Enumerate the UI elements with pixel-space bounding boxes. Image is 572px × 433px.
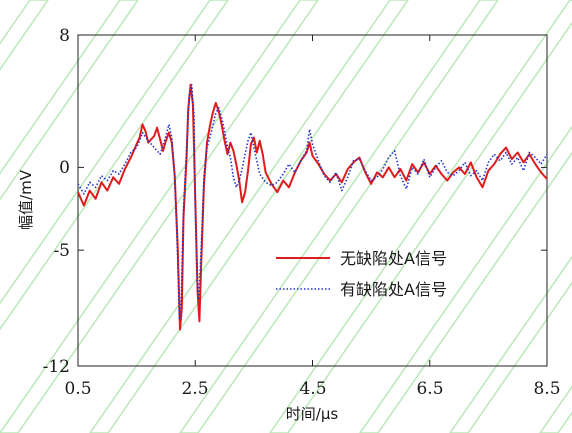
legend-label: 无缺陷处A信号 <box>340 249 447 268</box>
watermark-band <box>179 0 499 433</box>
x-tick-label: 6.5 <box>416 379 443 399</box>
watermark-band <box>89 0 409 433</box>
series-line-no-defect <box>77 83 548 331</box>
watermark-band <box>0 0 139 201</box>
series-line-defect <box>77 83 548 321</box>
series-lines <box>77 83 548 331</box>
y-tick-labels: 8 0 -5 -12 <box>43 26 70 377</box>
legend: 无缺陷处A信号 有缺陷处A信号 <box>276 249 447 299</box>
y-tick-label: -5 <box>53 241 70 261</box>
watermark-band <box>0 0 319 433</box>
x-tick-label: 0.5 <box>64 379 91 399</box>
x-tick-label: 8.5 <box>533 379 560 399</box>
watermark-band <box>359 125 572 433</box>
y-tick-label: 8 <box>59 26 70 46</box>
plot-area <box>77 34 548 367</box>
legend-label: 有缺陷处A信号 <box>340 280 447 299</box>
watermark-band <box>449 255 572 433</box>
x-axis-label: 时间/μs <box>286 405 339 423</box>
x-tick-labels: 0.5 2.5 4.5 6.5 8.5 <box>64 379 560 399</box>
y-axis-label: 幅值/mV <box>17 169 35 230</box>
y-tick-label: -12 <box>43 357 70 377</box>
x-tick-label: 4.5 <box>299 379 326 399</box>
watermark-band <box>0 0 229 331</box>
x-tick-label: 2.5 <box>181 379 208 399</box>
watermark-band <box>539 385 572 433</box>
axis-ticks <box>77 34 548 367</box>
y-tick-label: 0 <box>59 158 70 178</box>
watermark-band <box>269 0 572 433</box>
